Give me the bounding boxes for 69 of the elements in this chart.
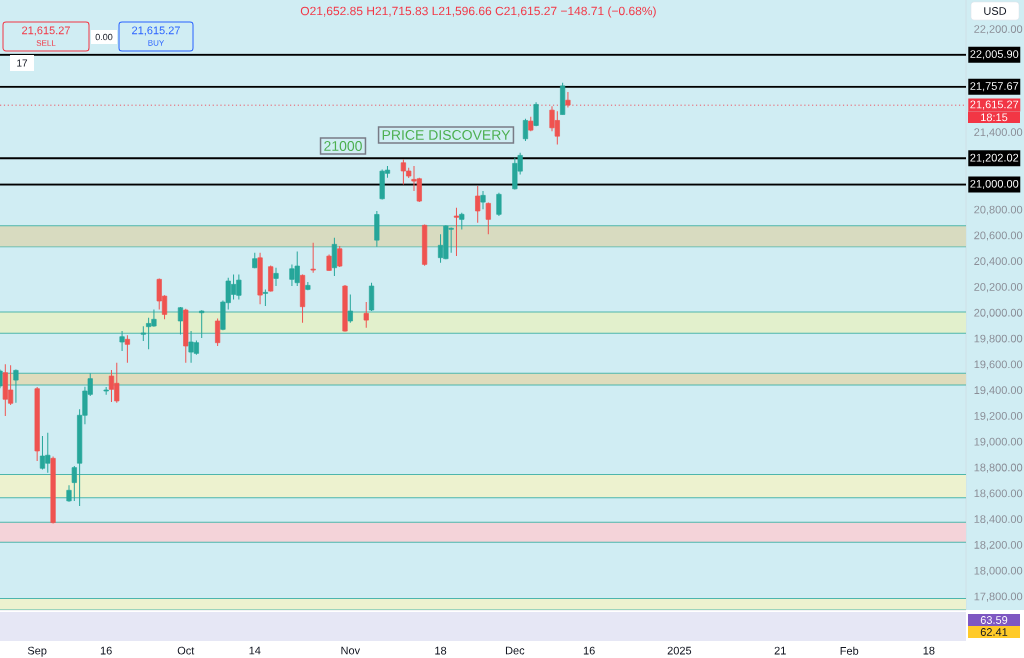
y-tick-label: 20,600.00 [974, 231, 1023, 241]
annotation: 21,615.27 [22, 26, 70, 36]
y-tick-label: 22,200.00 [974, 25, 1023, 35]
y-tick-label: 21,400.00 [974, 128, 1023, 138]
x-tick-label: Feb [840, 646, 859, 655]
ref-line-label: 21,757.67 [970, 82, 1019, 92]
y-tick-label: 18,800.00 [974, 463, 1023, 473]
candlestick [522, 118, 529, 142]
text: 18:15 [981, 113, 1008, 122]
candlestick [347, 293, 353, 324]
candlestick [310, 242, 316, 274]
candlestick [368, 282, 375, 312]
x-tick-label: 16 [100, 646, 112, 655]
x-tick-label: 14 [249, 646, 261, 655]
candlestick [177, 306, 184, 335]
candlestick [496, 192, 502, 217]
candlestick [13, 368, 19, 404]
x-tick-label: 16 [583, 646, 595, 655]
x-tick-label: Dec [505, 646, 525, 655]
candlestick [215, 318, 221, 347]
candlestick [363, 301, 369, 329]
x-tick-label: 18 [923, 646, 935, 655]
y-tick-label: 19,600.00 [974, 360, 1023, 370]
annotation: 0.00 [95, 33, 113, 41]
x-tick-label: Nov [341, 646, 361, 655]
annotation: 17 [17, 59, 28, 67]
candlestick [337, 245, 343, 268]
y-tick-label: 18,200.00 [974, 540, 1023, 551]
y-tick-label: 19,000.00 [974, 437, 1023, 447]
candlestick [480, 190, 486, 210]
y-tick-label: 19,200.00 [974, 412, 1023, 422]
chart-subtitle: O21,652.85 H21,715.83 L21,596.66 C21,615.27 −148.71 (−0.68%) [300, 6, 656, 18]
ref-line-label: 21,615.27 [970, 100, 1019, 110]
candlestick [453, 207, 460, 257]
y-tick-label: 18,000.00 [974, 566, 1023, 576]
candlestick [331, 237, 337, 277]
x-tick-label: 18 [435, 646, 447, 655]
x-tick-label: Sep [27, 646, 47, 657]
x-tick-label: 21 [774, 646, 786, 655]
candlestick [565, 91, 571, 108]
candlestick [273, 267, 279, 287]
x-tick-label: Oct [177, 646, 195, 655]
annotation: BUY [148, 40, 165, 46]
candlestick [475, 185, 481, 224]
candlestick [485, 201, 491, 235]
candlestick [124, 334, 130, 364]
x-tick-label: 2025 [667, 646, 692, 655]
candlestick [71, 465, 77, 502]
ref-line-label: 22,005.90 [970, 50, 1019, 60]
annotation: 21000 [324, 141, 362, 151]
annotation: SELL [36, 40, 56, 46]
y-axis-title: USD [984, 7, 1007, 15]
candlestick [199, 309, 205, 339]
y-tick-label: 20,400.00 [974, 257, 1023, 267]
y-tick-label: 17,800.00 [974, 592, 1023, 602]
y-tick-label: 18,600.00 [974, 489, 1023, 499]
ref-line-label: 21,000.00 [970, 179, 1019, 189]
text: 63.59 [980, 616, 1008, 624]
y-tick-label: 20,800.00 [974, 205, 1023, 215]
annotation: PRICE DISCOVERY [382, 130, 511, 140]
annotation: 21,615.27 [132, 26, 180, 36]
ref-line-label: 21,202.02 [970, 153, 1019, 163]
y-tick-label: 18,400.00 [974, 515, 1023, 525]
y-tick-label: 20,200.00 [974, 283, 1023, 293]
y-tick-label: 20,000.00 [974, 308, 1023, 318]
y-tick-label: 19,400.00 [974, 386, 1023, 396]
text: 62.41 [980, 628, 1008, 636]
y-tick-label: 19,800.00 [974, 334, 1023, 344]
candlestick [119, 330, 125, 352]
